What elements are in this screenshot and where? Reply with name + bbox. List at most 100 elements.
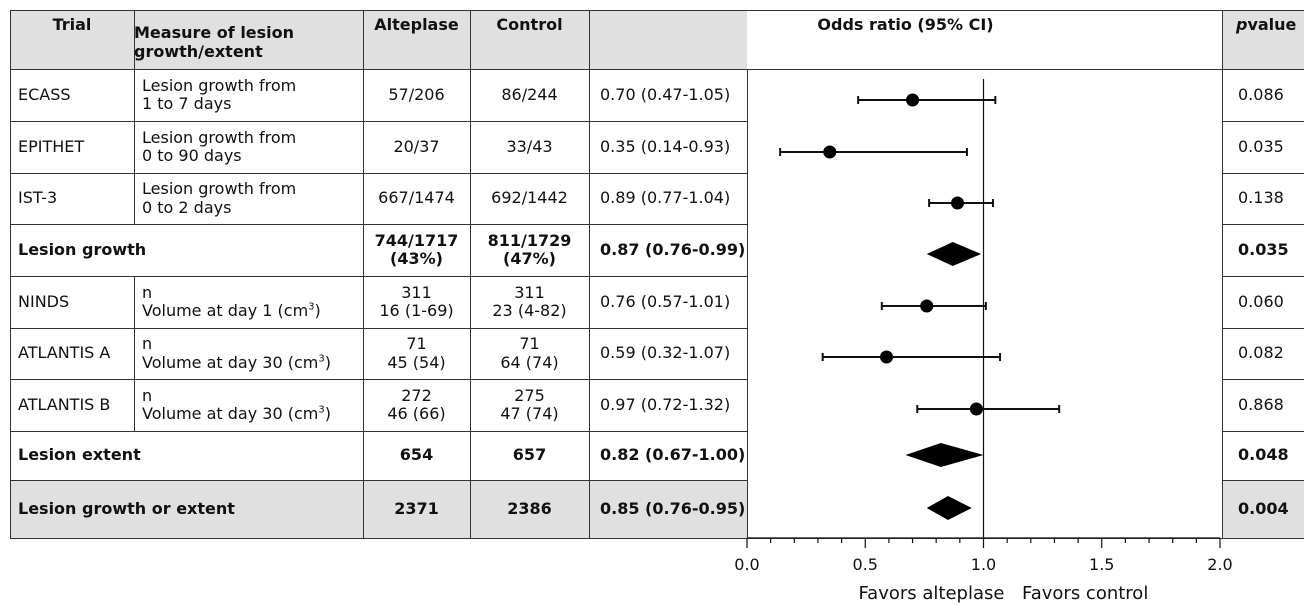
- col-divider: [470, 10, 471, 538]
- row-or-text: 0.89 (0.77-1.04): [600, 188, 731, 208]
- row-alteplase: 311 16 (1-69): [363, 276, 470, 328]
- row-alteplase: 667/1474: [378, 188, 455, 208]
- row-alteplase-volume: 46 (66): [387, 404, 446, 423]
- header-measure: Measure of lesion growth/extent: [134, 10, 363, 69]
- overall-label: Lesion growth or extent: [18, 498, 235, 518]
- row-measure-line2: Volume at day 30 (cm3): [142, 352, 331, 372]
- header-measure-line1: Measure of lesion: [134, 23, 295, 43]
- row-control-n: 71: [519, 334, 540, 354]
- tick-label: 1.5: [1089, 555, 1114, 574]
- header-measure-line2: growth/extent: [134, 41, 263, 61]
- summary-alteplase-pct: (43%): [390, 249, 443, 268]
- row-trial: ATLANTIS B: [18, 394, 111, 414]
- row-measure-line2: 1 to 7 days: [142, 94, 232, 113]
- summary-row-shade-p: [1222, 480, 1304, 538]
- summary-or-text: 0.87 (0.76-0.99): [600, 239, 746, 259]
- measure-sup: 3: [318, 353, 325, 365]
- row-control: 311 23 (4-82): [470, 276, 589, 328]
- row-or-text: 0.59 (0.32-1.07): [600, 343, 731, 363]
- row-control-volume: 47 (74): [500, 404, 559, 423]
- row-or-text: 0.76 (0.57-1.01): [600, 291, 731, 311]
- summary-control: 657: [512, 445, 547, 465]
- row-trial: ATLANTIS A: [18, 343, 111, 363]
- summary-alteplase: 744/1717 (43%): [363, 224, 470, 276]
- row-divider: [10, 328, 747, 329]
- overall-p-value: 0.004: [1238, 498, 1289, 518]
- left-border: [10, 10, 11, 538]
- row-or-text: 0.70 (0.47-1.05): [600, 84, 731, 104]
- row-alteplase-volume: 16 (1-69): [379, 301, 454, 320]
- summary-p-value: 0.048: [1238, 445, 1289, 465]
- measure-text: Volume at day 1 (cm: [142, 301, 309, 320]
- row-measure: n Volume at day 30 (cm3): [134, 328, 363, 379]
- row-measure: Lesion growth from 0 to 2 days: [134, 173, 363, 224]
- header-alteplase: Alteplase: [374, 15, 459, 34]
- summary-label: Lesion extent: [18, 445, 141, 465]
- row-control: 692/1442: [491, 188, 568, 208]
- summary-row-shade: [10, 480, 747, 538]
- summary-alteplase-count: 744/1717: [374, 230, 459, 250]
- measure-text: Volume at day 30 (cm: [142, 352, 319, 372]
- row-control-volume: 23 (4-82): [492, 301, 567, 320]
- row-control-n: 275: [514, 385, 545, 405]
- col-divider: [589, 10, 590, 538]
- point-estimate: [906, 93, 920, 107]
- point-estimate: [880, 350, 894, 364]
- row-p-value: 0.086: [1238, 84, 1284, 104]
- row-divider: [1222, 431, 1304, 432]
- measure-sup: 3: [318, 404, 325, 416]
- row-trial: EPITHET: [18, 136, 85, 156]
- row-divider: [10, 276, 747, 277]
- row-control-n: 311: [514, 282, 545, 302]
- row-p-value: 0.035: [1238, 136, 1284, 156]
- summary-control-pct: (47%): [503, 249, 556, 268]
- col-divider: [363, 10, 364, 538]
- row-divider: [10, 480, 747, 481]
- summary-p-value: 0.035: [1238, 239, 1289, 259]
- header-shade-p: [1222, 10, 1304, 69]
- row-measure-line2: Volume at day 30 (cm3): [142, 404, 331, 423]
- row-measure-line2: 0 to 90 days: [142, 146, 242, 165]
- row-control: 33/43: [506, 136, 553, 156]
- row-measure-line1: Lesion growth from: [142, 75, 297, 95]
- tick-label: 0.0: [734, 555, 759, 574]
- header-shade: [10, 10, 747, 69]
- row-alteplase: 272 46 (66): [363, 379, 470, 431]
- row-trial: IST-3: [18, 188, 58, 208]
- summary-or-text: 0.82 (0.67-1.00): [600, 445, 746, 465]
- bottom-border: [10, 538, 1304, 539]
- col-divider: [134, 69, 135, 224]
- row-divider: [10, 379, 747, 380]
- summary-control-count: 811/1729: [487, 230, 572, 250]
- measure-end: ): [324, 352, 331, 372]
- row-control: 71 64 (74): [470, 328, 589, 379]
- row-alteplase: 20/37: [393, 136, 440, 156]
- header-trial: Trial: [52, 15, 92, 34]
- row-alteplase-n: 272: [401, 385, 432, 405]
- row-alteplase-n: 311: [401, 282, 432, 302]
- row-alteplase-n: 71: [406, 334, 427, 354]
- row-measure-line1: n: [142, 385, 153, 405]
- row-p-value: 0.868: [1238, 394, 1284, 414]
- overall-or-text: 0.85 (0.76-0.95): [600, 498, 746, 518]
- header-p-italic: p: [1236, 15, 1248, 34]
- header-p-rest: value: [1247, 15, 1297, 34]
- row-divider: [1222, 480, 1304, 481]
- measure-sup: 3: [308, 301, 315, 313]
- favors-alteplase-label: Favors alteplase: [858, 583, 1004, 604]
- row-p-value: 0.138: [1238, 188, 1284, 208]
- measure-end: ): [314, 301, 321, 320]
- header-odds-ratio: Odds ratio (95% CI): [817, 15, 994, 34]
- col-divider: [747, 69, 748, 538]
- tick-label: 0.5: [853, 555, 878, 574]
- summary-diamond: [926, 496, 972, 520]
- summary-diamond: [905, 443, 984, 467]
- row-measure-line1: n: [142, 334, 153, 354]
- row-measure-line1: Lesion growth from: [142, 179, 297, 199]
- tick-label: 1.0: [971, 555, 996, 574]
- row-measure: n Volume at day 30 (cm3): [134, 379, 363, 431]
- summary-alteplase: 654: [399, 445, 434, 465]
- tick-label: 2.0: [1207, 555, 1232, 574]
